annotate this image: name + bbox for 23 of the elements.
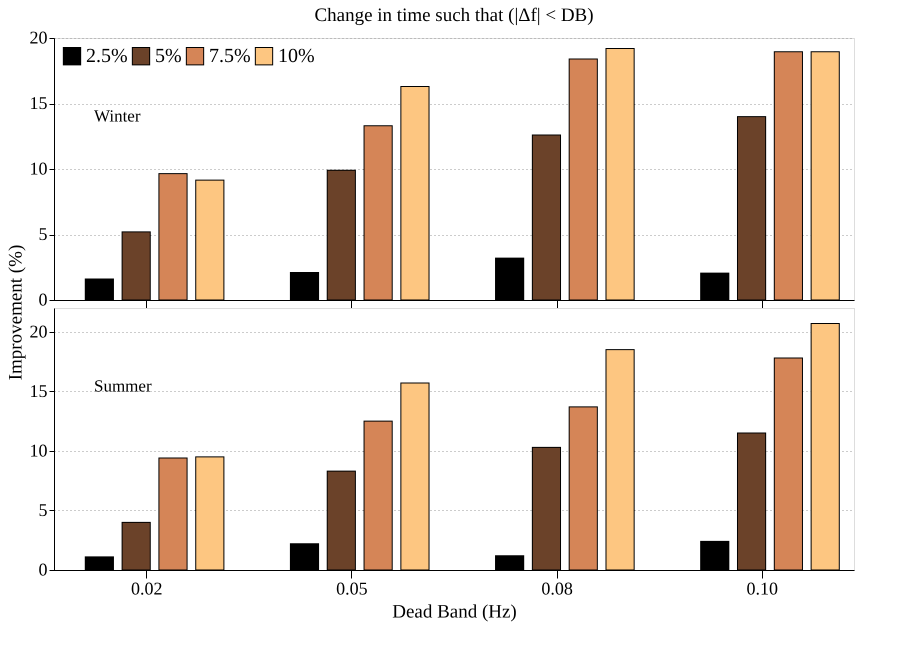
y-tick-label: 20 (30, 28, 48, 48)
x-tick-label: 0.02 (131, 578, 163, 598)
annotation: Winter (94, 106, 141, 126)
legend-label: 7.5% (209, 45, 251, 68)
legend-label: 2.5% (86, 45, 128, 68)
legend-label: 5% (155, 45, 182, 68)
y-tick-label: 5 (38, 224, 48, 244)
x-tick-label: 0.08 (541, 578, 573, 598)
y-tick-label: 5 (38, 500, 48, 520)
y-tick-label: 15 (30, 93, 48, 113)
y-tick-label: 0 (38, 290, 48, 310)
annotation: Summer (94, 376, 152, 396)
x-tick-label: 0.10 (746, 578, 778, 598)
y-tick-label: 0 (38, 560, 48, 580)
x-axis-title: Dead Band (Hz) (392, 602, 517, 622)
chart-title: Change in time such that (|Δf| < DB) (314, 5, 594, 26)
y-axis-title: Improvement (%) (6, 244, 26, 380)
x-tick-label: 0.05 (336, 578, 368, 598)
y-tick-label: 10 (30, 158, 48, 178)
y-tick-label: 10 (30, 440, 48, 460)
legend-label: 10% (278, 45, 315, 68)
y-tick-label: 15 (30, 380, 48, 401)
y-tick-label: 20 (30, 321, 48, 342)
